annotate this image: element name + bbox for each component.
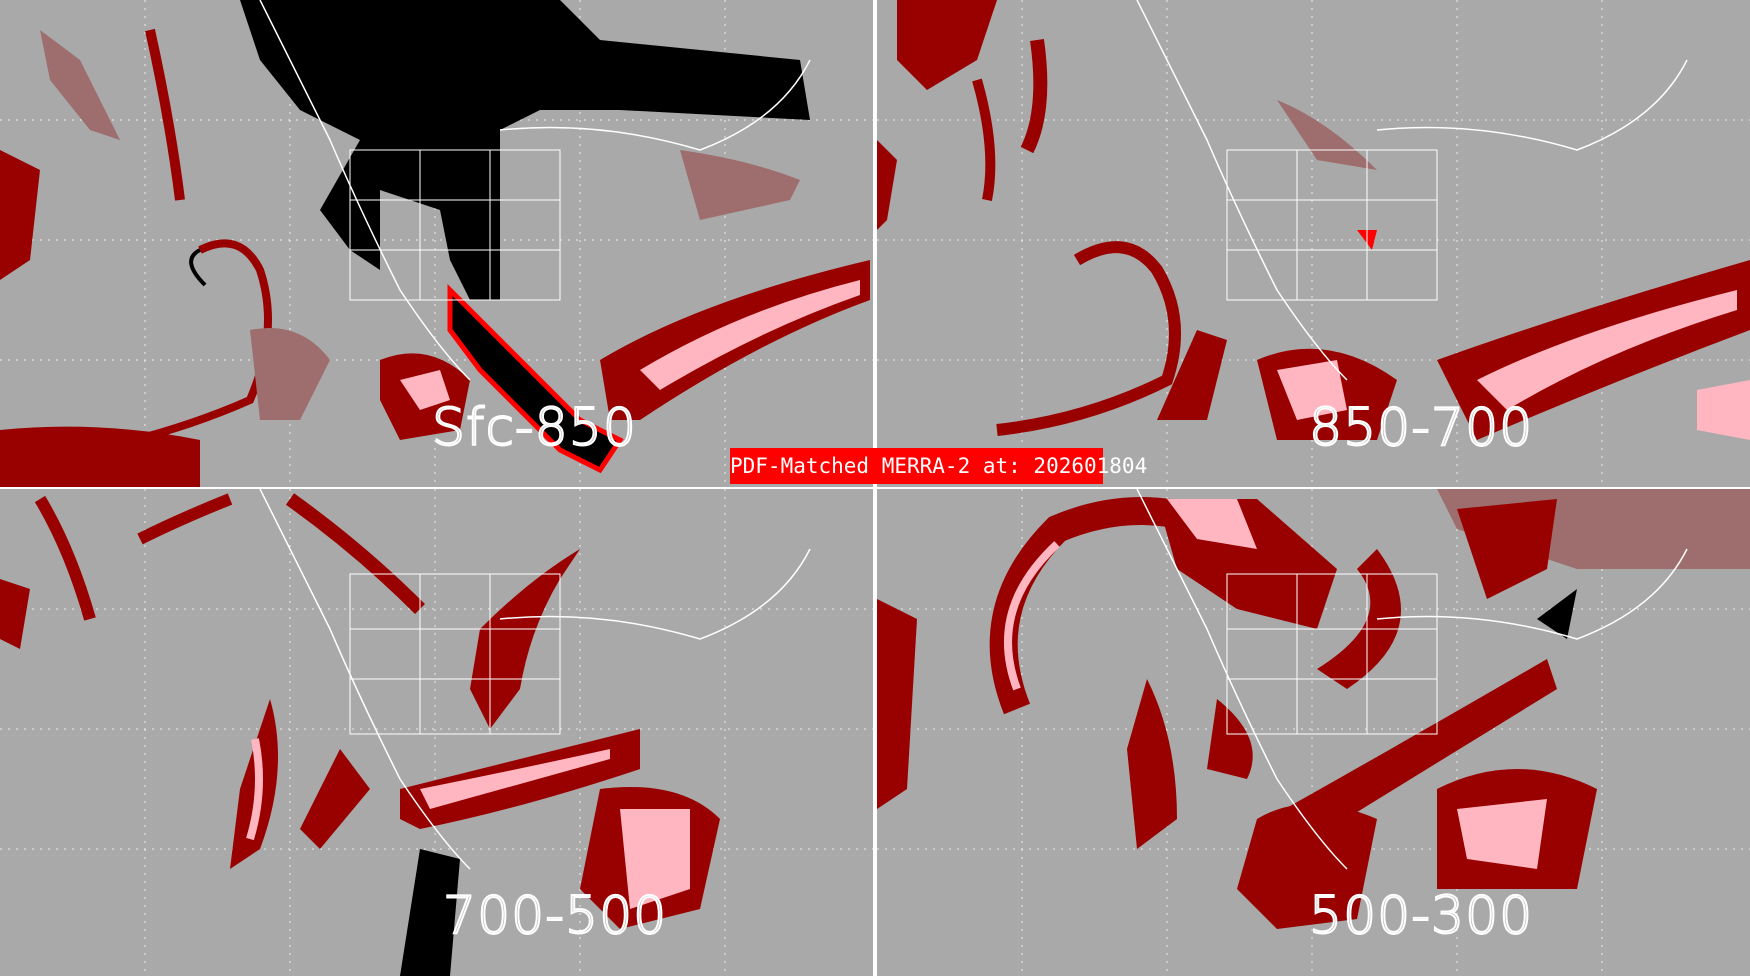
map-500-300 xyxy=(877,489,1750,976)
map-panel-700-500: 700-500 xyxy=(0,489,873,976)
figure-title: PDF-Matched MERRA-2 at: 202601804 xyxy=(730,448,1147,484)
map-850-700 xyxy=(877,0,1750,487)
level-label: 850-700 xyxy=(1308,397,1534,459)
map-panel-500-300: 500-300 xyxy=(877,489,1750,976)
map-panel-850-700: 850-700 xyxy=(877,0,1750,487)
title-text: PDF-Matched MERRA-2 at: 202601804 xyxy=(730,454,1148,478)
level-label: 700-500 xyxy=(442,885,668,947)
level-label: Sfc-850 xyxy=(431,397,637,459)
map-700-500 xyxy=(0,489,873,976)
map-panel-sfc-850: Sfc-850 xyxy=(0,0,873,487)
level-label: 500-300 xyxy=(1308,885,1534,947)
map-sfc-850 xyxy=(0,0,873,487)
